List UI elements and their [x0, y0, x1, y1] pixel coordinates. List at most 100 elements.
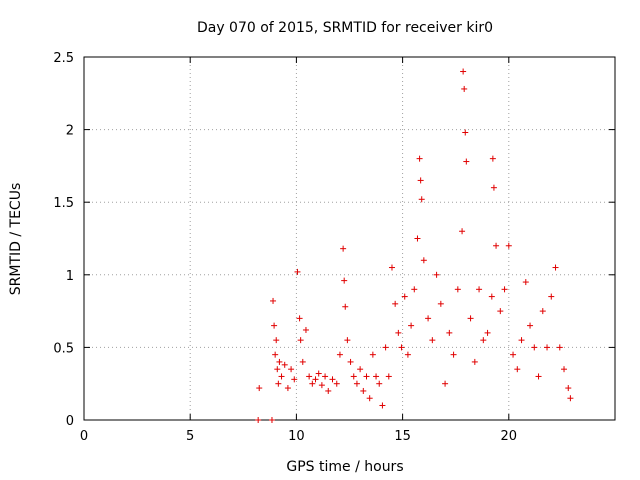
x-tick-label: 0	[80, 429, 88, 444]
data-point	[462, 129, 469, 136]
data-point	[420, 257, 427, 264]
data-point	[281, 361, 288, 368]
data-point	[271, 322, 278, 329]
data-point	[382, 344, 389, 351]
data-point	[276, 358, 283, 365]
data-point	[460, 68, 467, 75]
data-point	[291, 376, 298, 383]
data-point	[388, 264, 395, 271]
data-point	[325, 387, 332, 394]
data-point	[274, 366, 281, 373]
data-point	[535, 373, 542, 380]
data-point	[480, 337, 487, 344]
data-point	[373, 373, 380, 380]
data-point	[369, 351, 376, 358]
data-point	[404, 351, 411, 358]
data-point	[272, 351, 279, 358]
data-point	[347, 358, 354, 365]
data-point	[284, 385, 291, 392]
data-point	[385, 373, 392, 380]
data-points	[255, 68, 574, 423]
data-point	[484, 329, 491, 336]
y-tick-label: 1	[66, 269, 74, 284]
data-point	[497, 308, 504, 315]
data-point	[539, 308, 546, 315]
data-point	[437, 300, 444, 307]
data-point	[318, 382, 325, 389]
data-point	[531, 344, 538, 351]
data-point	[501, 286, 508, 293]
y-tick-label: 2	[66, 124, 74, 139]
y-tick-label: 2.5	[53, 51, 74, 66]
data-point	[398, 344, 405, 351]
data-point	[341, 277, 348, 284]
x-tick-label: 10	[288, 429, 305, 444]
data-point	[312, 376, 319, 383]
axis-ticks	[83, 56, 615, 421]
data-point	[429, 337, 436, 344]
data-point	[527, 322, 534, 329]
data-point	[463, 158, 470, 165]
gridlines	[84, 57, 615, 420]
data-point	[411, 286, 418, 293]
data-point	[446, 329, 453, 336]
data-point	[329, 376, 336, 383]
x-tick-labels: 0 5 10 15 20	[80, 429, 517, 444]
data-point	[401, 293, 408, 300]
data-point	[476, 286, 483, 293]
data-point	[288, 366, 295, 373]
data-point	[275, 380, 282, 387]
x-tick-label: 5	[186, 429, 194, 444]
data-point	[552, 264, 559, 271]
data-point	[342, 303, 349, 310]
data-point	[544, 344, 551, 351]
data-point	[297, 337, 304, 344]
y-tick-label: 1.5	[53, 196, 74, 211]
data-point	[379, 402, 386, 409]
x-tick-label: 15	[394, 429, 411, 444]
data-point	[294, 268, 301, 275]
data-point	[459, 228, 466, 235]
data-point	[490, 184, 497, 191]
data-point	[322, 373, 329, 380]
data-point	[273, 337, 280, 344]
data-point	[366, 395, 373, 402]
data-point	[395, 329, 402, 336]
data-point	[425, 315, 432, 322]
data-point	[333, 380, 340, 387]
data-point	[433, 271, 440, 278]
data-point	[488, 293, 495, 300]
y-axis-label: SRMTID / TECUs	[8, 183, 24, 296]
data-point	[376, 380, 383, 387]
y-tick-label: 0.5	[53, 341, 74, 356]
data-point	[299, 358, 306, 365]
plot-frame	[83, 56, 616, 421]
data-point	[493, 242, 500, 249]
data-point	[255, 417, 262, 423]
data-point	[489, 155, 496, 162]
data-point	[416, 155, 423, 162]
data-point	[363, 373, 370, 380]
chart-title: Day 070 of 2015, SRMTID for receiver kir…	[197, 20, 493, 36]
data-point	[510, 351, 517, 358]
y-tick-labels: 0 0.5 1 1.5 2 2.5	[53, 51, 74, 429]
data-point	[450, 351, 457, 358]
data-point	[357, 366, 364, 373]
data-point	[567, 395, 574, 402]
data-point	[296, 315, 303, 322]
data-point	[471, 358, 478, 365]
data-point	[256, 385, 263, 392]
data-point	[309, 380, 316, 387]
data-point	[344, 337, 351, 344]
data-point	[340, 245, 347, 252]
data-point	[467, 315, 474, 322]
data-point	[336, 351, 343, 358]
data-point	[461, 85, 468, 92]
data-point	[514, 366, 521, 373]
data-point	[353, 380, 360, 387]
data-point	[360, 387, 367, 394]
data-point	[561, 366, 568, 373]
data-point	[548, 293, 555, 300]
